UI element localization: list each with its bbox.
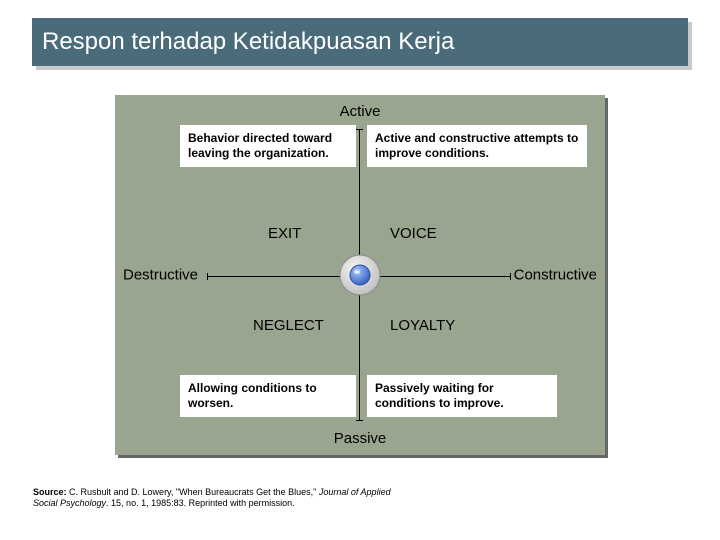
desc-exit: Behavior directed toward leaving the org… bbox=[180, 125, 356, 167]
axis-label-top: Active bbox=[340, 103, 381, 120]
source-text1: C. Rusbult and D. Lowery, "When Bureaucr… bbox=[69, 487, 319, 497]
source-citation: Source: C. Rusbult and D. Lowery, "When … bbox=[33, 487, 413, 510]
axis-label-right: Constructive bbox=[514, 267, 597, 284]
tick-bottom bbox=[356, 420, 363, 421]
tick-left bbox=[207, 273, 208, 280]
source-prefix: Source: bbox=[33, 487, 69, 497]
page-title: Respon terhadap Ketidakpuasan Kerja bbox=[32, 18, 688, 66]
desc-loyalty: Passively waiting for conditions to impr… bbox=[367, 375, 557, 417]
desc-voice: Active and constructive attempts to impr… bbox=[367, 125, 587, 167]
desc-neglect: Allowing conditions to worsen. bbox=[180, 375, 356, 417]
quadrant-name-voice: VOICE bbox=[390, 225, 437, 242]
axis-label-left: Destructive bbox=[123, 267, 198, 284]
quadrant-diagram: Active Passive Destructive Constructive … bbox=[115, 95, 605, 455]
quadrant-name-loyalty: LOYALTY bbox=[390, 317, 455, 334]
speaker-icon bbox=[337, 252, 383, 298]
tick-top bbox=[356, 129, 363, 130]
tick-right bbox=[510, 273, 511, 280]
source-text2: . 15, no. 1, 1985:83. Reprinted with per… bbox=[106, 498, 295, 508]
axis-label-bottom: Passive bbox=[334, 430, 387, 447]
title-bar: Respon terhadap Ketidakpuasan Kerja bbox=[32, 18, 688, 66]
quadrant-name-exit: EXIT bbox=[268, 225, 301, 242]
quadrant-name-neglect: NEGLECT bbox=[253, 317, 324, 334]
